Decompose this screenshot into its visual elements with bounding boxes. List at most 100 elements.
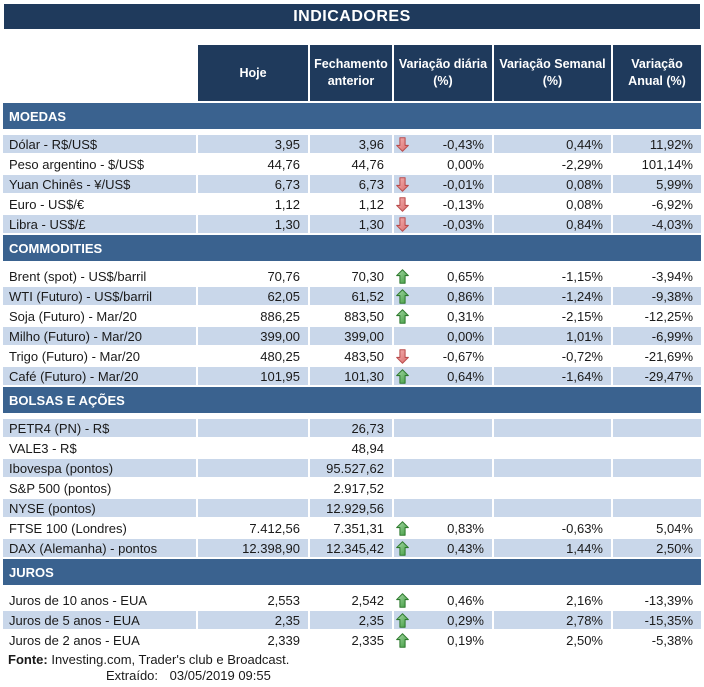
- variacao-diaria-value: 0,83%: [447, 520, 484, 536]
- section-title: JUROS: [9, 564, 54, 580]
- table-row: WTI (Futuro) - US$/barril 62,05 61,52 0,…: [3, 287, 701, 305]
- section-band-3: JUROS: [3, 559, 701, 585]
- down-arrow-icon: [396, 196, 409, 212]
- col-header-variacao-anual: Variação Anual (%): [613, 45, 701, 101]
- up-arrow-icon: [396, 612, 409, 628]
- up-arrow-icon: [396, 308, 410, 324]
- variacao-semanal-value: 1,01%: [494, 327, 611, 345]
- variacao-diaria-cell: 0,43%: [394, 539, 492, 557]
- variacao-semanal-value: [494, 459, 611, 477]
- variacao-diaria-value: 0,00%: [447, 156, 484, 172]
- variacao-semanal-value: 0,44%: [494, 135, 611, 153]
- row-label: Euro - US$/€: [9, 196, 85, 212]
- variacao-anual-value: -12,25%: [644, 308, 693, 324]
- table-row: Euro - US$/€ 1,12 1,12 -0,13% 0,08% -6,9…: [3, 195, 701, 213]
- column-headers: Hoje Fechamento anterior Variação diária…: [3, 45, 701, 101]
- variacao-anual-value: [613, 459, 701, 477]
- variacao-diaria-value: 0,65%: [447, 268, 484, 284]
- table-row: Milho (Futuro) - Mar/20 399,00 399,00 0,…: [3, 327, 701, 345]
- variacao-diaria-cell: 0,64%: [394, 367, 492, 385]
- up-arrow-icon: [396, 632, 409, 648]
- variacao-anual-value: 101,14%: [641, 156, 693, 172]
- trend-icon-slot: [396, 328, 410, 344]
- variacao-anual-value: -29,47%: [613, 367, 701, 385]
- up-arrow-icon: [396, 268, 410, 284]
- variacao-semanal-value: -1,24%: [494, 287, 611, 305]
- table-row: Dólar - R$/US$ 3,95 3,96 -0,43% 0,44% 11…: [3, 135, 701, 153]
- col-header-fechamento-anterior: Fechamento anterior: [310, 45, 392, 101]
- extracted-line: Extraído: 03/05/2019 09:55: [8, 668, 701, 684]
- variacao-diaria-cell: 0,65%: [394, 267, 492, 285]
- table-row: Peso argentino - $/US$ 44,76 44,76 0,00%…: [3, 155, 701, 173]
- row-label: Brent (spot) - US$/barril: [9, 268, 147, 284]
- down-arrow-icon: [396, 216, 409, 232]
- hoje-value: 44,76: [267, 156, 300, 172]
- section-band-0: MOEDAS: [3, 103, 701, 129]
- variacao-diaria-value: -0,13%: [442, 196, 484, 212]
- extracted-label: Extraído:: [106, 668, 159, 683]
- down-arrow-icon: [396, 176, 410, 192]
- table-row: Brent (spot) - US$/barril 70,76 70,30 0,…: [3, 267, 701, 285]
- hoje-value: 480,25: [260, 348, 300, 364]
- variacao-anual-value: [613, 499, 701, 517]
- fechamento-anterior-value: 2,542: [351, 592, 384, 608]
- down-arrow-icon: [396, 136, 409, 152]
- variacao-anual-value: -5,38%: [651, 632, 693, 648]
- hoje-value: 7.412,56: [249, 520, 300, 536]
- table-row: Café (Futuro) - Mar/20 101,95 101,30 0,6…: [3, 367, 701, 385]
- row-label: WTI (Futuro) - US$/barril: [3, 287, 196, 305]
- extracted-timestamp: 03/05/2019 09:55: [169, 668, 271, 683]
- row-label: VALE3 - R$: [9, 440, 77, 456]
- fechamento-anterior-value: 2.917,52: [333, 480, 384, 496]
- corner-cell: [3, 45, 196, 101]
- variacao-semanal-value: 2,16%: [566, 592, 603, 608]
- variacao-diaria-cell: 0,31%: [394, 307, 492, 325]
- variacao-anual-value: -6,92%: [651, 196, 693, 212]
- table-row: Juros de 5 anos - EUA 2,35 2,35 0,29% 2,…: [3, 611, 701, 629]
- variacao-semanal-value: [494, 499, 611, 517]
- table-row: Ibovespa (pontos) 95.527,62: [3, 459, 701, 477]
- fechamento-anterior-value: 12.345,42: [310, 539, 392, 557]
- table-row: Juros de 2 anos - EUA 2,339 2,335 0,19% …: [3, 631, 701, 649]
- source-text: Investing.com, Trader's club e Broadcast…: [51, 652, 290, 667]
- up-arrow-icon: [396, 592, 409, 608]
- hoje-value: [198, 459, 308, 477]
- section-band-1: COMMODITIES: [3, 235, 701, 261]
- table-row: Trigo (Futuro) - Mar/20 480,25 483,50 -0…: [3, 347, 701, 365]
- variacao-anual-value: 5,99%: [613, 175, 701, 193]
- down-arrow-icon: [396, 136, 410, 152]
- section-title: COMMODITIES: [9, 240, 103, 256]
- variacao-diaria-cell: -0,67%: [394, 347, 492, 365]
- row-label: Juros de 5 anos - EUA: [3, 611, 196, 629]
- variacao-semanal-value: -0,72%: [561, 348, 603, 364]
- hoje-value: 101,95: [198, 367, 308, 385]
- variacao-anual-value: [613, 419, 701, 437]
- hoje-value: 12.398,90: [198, 539, 308, 557]
- fechamento-anterior-value: 12.929,56: [310, 499, 392, 517]
- variacao-anual-value: -15,35%: [613, 611, 701, 629]
- row-label: FTSE 100 (Londres): [9, 520, 127, 536]
- fechamento-anterior-value: 1,30: [310, 215, 392, 233]
- variacao-semanal-value: -0,63%: [561, 520, 603, 536]
- variacao-anual-value: -9,38%: [613, 287, 701, 305]
- variacao-semanal-value: [494, 419, 611, 437]
- fechamento-anterior-value: 95.527,62: [310, 459, 392, 477]
- variacao-anual-value: 2,50%: [613, 539, 701, 557]
- row-label: Libra - US$/£: [3, 215, 196, 233]
- up-arrow-icon: [396, 368, 409, 384]
- variacao-anual-value: -21,69%: [644, 348, 693, 364]
- row-label: Café (Futuro) - Mar/20: [3, 367, 196, 385]
- trend-icon-slot: [396, 500, 410, 516]
- variacao-diaria-cell: -0,43%: [394, 135, 492, 153]
- hoje-value: 2,553: [267, 592, 300, 608]
- section-title: BOLSAS E AÇÕES: [9, 392, 125, 408]
- variacao-diaria-cell: 0,00%: [394, 327, 492, 345]
- variacao-diaria-cell: [394, 459, 492, 477]
- fechamento-anterior-value: 48,94: [351, 440, 384, 456]
- hoje-value: 886,25: [260, 308, 300, 324]
- variacao-anual-value: [613, 439, 701, 457]
- row-label: S&P 500 (pontos): [9, 480, 112, 496]
- hoje-value: 2,35: [198, 611, 308, 629]
- variacao-diaria-value: 0,43%: [447, 540, 484, 556]
- up-arrow-icon: [396, 632, 410, 648]
